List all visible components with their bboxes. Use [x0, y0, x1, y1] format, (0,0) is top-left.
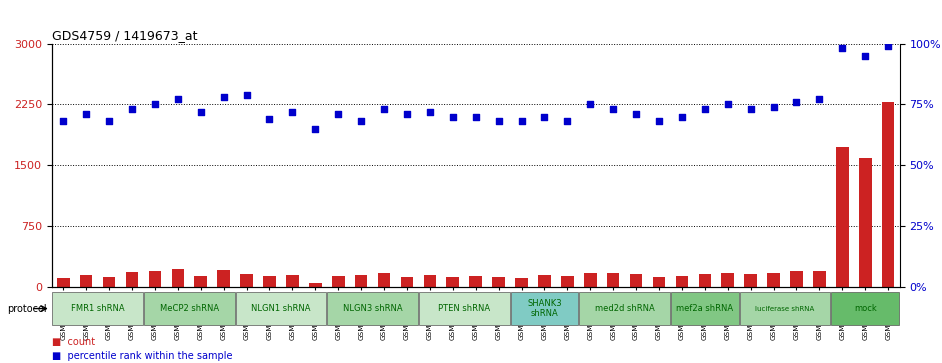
- Bar: [419, 292, 510, 325]
- Point: [812, 97, 827, 102]
- Point: [147, 102, 162, 107]
- Point: [102, 118, 117, 124]
- Bar: [493, 277, 505, 287]
- Point: [537, 114, 552, 119]
- Point: [284, 109, 300, 115]
- Bar: [859, 158, 871, 287]
- Text: protocol: protocol: [8, 303, 47, 314]
- Text: ■  percentile rank within the sample: ■ percentile rank within the sample: [52, 351, 233, 362]
- Point: [583, 102, 598, 107]
- Text: FMR1 shRNA: FMR1 shRNA: [71, 304, 124, 313]
- Bar: [584, 273, 596, 287]
- Bar: [739, 292, 831, 325]
- Text: mock: mock: [853, 304, 877, 313]
- Bar: [57, 278, 70, 287]
- Text: ■  count: ■ count: [52, 337, 95, 347]
- Text: PTEN shRNA: PTEN shRNA: [438, 304, 491, 313]
- Point: [171, 97, 186, 102]
- Point: [78, 111, 93, 117]
- Point: [881, 43, 896, 49]
- Bar: [515, 278, 528, 287]
- Point: [491, 118, 506, 124]
- Bar: [882, 102, 895, 287]
- Point: [652, 118, 667, 124]
- Bar: [52, 292, 143, 325]
- Point: [743, 106, 758, 112]
- Bar: [355, 276, 367, 287]
- Bar: [80, 275, 92, 287]
- Bar: [699, 274, 711, 287]
- Bar: [400, 277, 414, 287]
- Bar: [671, 292, 739, 325]
- Bar: [218, 270, 230, 287]
- Bar: [722, 273, 734, 287]
- Point: [239, 92, 254, 98]
- Bar: [832, 292, 900, 325]
- Text: GDS4759 / 1419673_at: GDS4759 / 1419673_at: [52, 29, 197, 42]
- Point: [331, 111, 346, 117]
- Point: [606, 106, 621, 112]
- Bar: [240, 274, 252, 287]
- Point: [858, 53, 873, 59]
- Point: [697, 106, 712, 112]
- Point: [262, 116, 277, 122]
- Bar: [561, 276, 574, 287]
- Bar: [790, 272, 803, 287]
- Bar: [836, 147, 849, 287]
- Text: mef2a shRNA: mef2a shRNA: [676, 304, 734, 313]
- Point: [399, 111, 414, 117]
- Point: [468, 114, 483, 119]
- Bar: [236, 292, 326, 325]
- Point: [353, 118, 368, 124]
- Point: [193, 109, 208, 115]
- Bar: [511, 292, 578, 325]
- Bar: [144, 292, 235, 325]
- Bar: [607, 273, 620, 287]
- Text: med2d shRNA: med2d shRNA: [594, 304, 655, 313]
- Bar: [332, 276, 345, 287]
- Point: [422, 109, 437, 115]
- Text: SHANK3
shRNA: SHANK3 shRNA: [528, 299, 561, 318]
- Point: [446, 114, 461, 119]
- Bar: [579, 292, 670, 325]
- Text: NLGN3 shRNA: NLGN3 shRNA: [343, 304, 402, 313]
- Bar: [171, 269, 184, 287]
- Bar: [194, 276, 207, 287]
- Bar: [327, 292, 418, 325]
- Bar: [675, 276, 689, 287]
- Bar: [630, 274, 642, 287]
- Point: [789, 99, 804, 105]
- Bar: [286, 275, 299, 287]
- Bar: [103, 277, 116, 287]
- Point: [124, 106, 139, 112]
- Bar: [469, 276, 482, 287]
- Bar: [149, 271, 161, 287]
- Bar: [378, 273, 390, 287]
- Point: [514, 118, 529, 124]
- Bar: [263, 276, 276, 287]
- Text: NLGN1 shRNA: NLGN1 shRNA: [252, 304, 311, 313]
- Bar: [424, 276, 436, 287]
- Point: [766, 104, 781, 110]
- Point: [56, 118, 71, 124]
- Point: [721, 102, 736, 107]
- Point: [628, 111, 643, 117]
- Point: [560, 118, 575, 124]
- Bar: [813, 270, 826, 287]
- Bar: [447, 277, 459, 287]
- Point: [674, 114, 690, 119]
- Text: luciferase shRNA: luciferase shRNA: [755, 306, 815, 311]
- Text: MeCP2 shRNA: MeCP2 shRNA: [160, 304, 219, 313]
- Bar: [653, 277, 665, 287]
- Bar: [744, 274, 757, 287]
- Bar: [768, 273, 780, 287]
- Point: [216, 94, 231, 100]
- Bar: [538, 276, 551, 287]
- Point: [308, 126, 323, 132]
- Bar: [309, 283, 321, 287]
- Point: [377, 106, 392, 112]
- Point: [835, 45, 850, 51]
- Bar: [125, 272, 138, 287]
